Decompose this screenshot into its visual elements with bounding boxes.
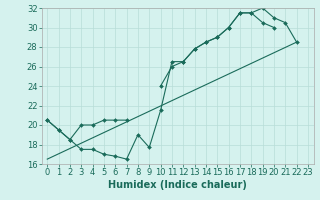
X-axis label: Humidex (Indice chaleur): Humidex (Indice chaleur) bbox=[108, 180, 247, 190]
